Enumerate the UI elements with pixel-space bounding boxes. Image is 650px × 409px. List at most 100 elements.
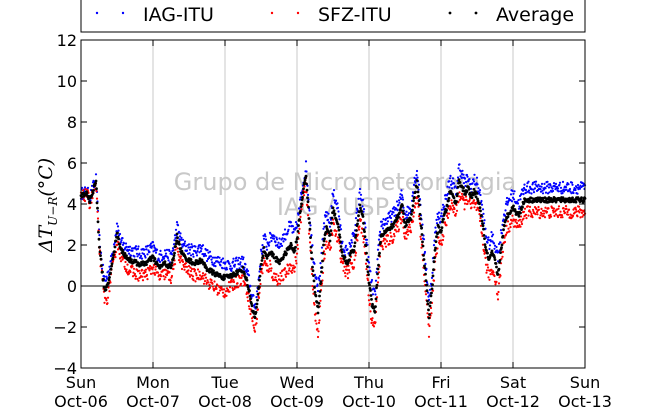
data-point [292,264,295,267]
data-point [188,275,192,278]
data-point [552,182,556,185]
data-point [366,265,369,268]
data-point [218,289,222,292]
legend: IAG-ITU SFZ-ITU Average [80,0,586,33]
data-point [268,241,271,244]
data-point [457,178,461,182]
data-point [346,277,350,280]
data-point [133,255,136,258]
data-point [231,260,235,263]
data-point [113,250,116,254]
data-point [346,272,349,275]
data-point [464,195,468,198]
data-point [562,207,565,210]
data-point [261,254,265,258]
data-point [236,272,239,276]
data-point [442,235,445,238]
data-point [237,256,241,259]
data-point [555,185,559,188]
data-point [107,278,111,282]
data-point [319,280,323,283]
data-point [218,256,221,259]
data-point [364,226,367,229]
data-point [148,269,151,272]
data-point [390,235,393,238]
data-point [408,226,412,229]
data-point [265,256,269,260]
data-point [125,245,128,248]
data-point [457,200,460,203]
data-point [361,235,365,238]
data-point [450,202,454,205]
data-point [383,242,387,245]
data-point [441,220,444,224]
data-point [372,325,376,328]
data-point [162,257,166,260]
data-point [181,260,185,263]
data-point [397,203,400,206]
data-point [325,214,328,217]
data-point [490,249,494,253]
data-point [410,212,413,216]
data-point [265,245,268,248]
data-point [470,196,474,200]
data-point [223,277,226,281]
data-point [311,285,314,288]
data-point [299,196,302,199]
data-point [196,268,200,271]
data-point [264,235,267,238]
data-point [174,248,177,251]
data-point [176,250,180,253]
data-point [107,270,110,273]
data-point [221,267,224,270]
x-tick-label-day: Sun [66,373,96,392]
data-point [159,275,163,278]
data-point [339,245,343,248]
data-point [274,241,277,244]
data-point [94,179,98,183]
data-point [138,252,141,255]
data-point [493,256,496,259]
data-point [559,210,562,213]
data-point [255,296,258,299]
data-point [188,252,191,255]
data-point [314,294,318,298]
data-point [447,207,450,210]
data-point [275,238,279,241]
data-point [116,231,119,235]
data-point [382,218,385,221]
data-point [558,183,561,186]
data-point [108,290,111,293]
data-point [456,192,459,196]
data-point [560,214,564,217]
data-point [347,268,351,272]
data-point [236,259,240,262]
data-point [547,186,551,189]
data-point [343,255,347,259]
data-point [315,322,318,325]
data-point [233,263,237,266]
data-point [450,199,453,202]
data-point [493,247,496,250]
data-point [229,265,232,268]
data-point [482,250,486,253]
data-point [266,264,269,267]
data-point [277,274,280,277]
data-point [536,185,539,188]
data-point [336,202,339,205]
data-point [315,277,318,281]
data-point [532,191,536,194]
data-point [354,254,357,257]
data-point [354,251,358,254]
data-point [522,210,526,213]
data-point [342,269,345,272]
data-point [260,250,263,253]
data-point [178,235,182,238]
data-point [153,273,157,276]
data-point [269,232,272,235]
data-point [478,213,481,216]
data-point [526,205,530,208]
data-point [387,211,391,214]
data-point [179,238,183,241]
data-point [393,235,396,238]
